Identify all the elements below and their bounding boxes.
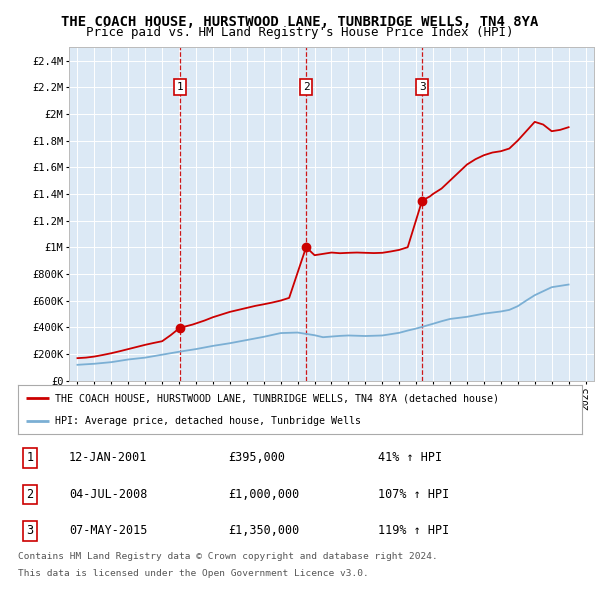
Text: 2: 2: [26, 488, 34, 501]
Text: 107% ↑ HPI: 107% ↑ HPI: [378, 488, 449, 501]
Text: 1: 1: [176, 82, 183, 92]
Text: £1,000,000: £1,000,000: [228, 488, 299, 501]
Text: 2: 2: [303, 82, 310, 92]
Text: 3: 3: [26, 525, 34, 537]
Text: £395,000: £395,000: [228, 451, 285, 464]
Text: This data is licensed under the Open Government Licence v3.0.: This data is licensed under the Open Gov…: [18, 569, 369, 578]
Text: THE COACH HOUSE, HURSTWOOD LANE, TUNBRIDGE WELLS, TN4 8YA (detached house): THE COACH HOUSE, HURSTWOOD LANE, TUNBRID…: [55, 394, 499, 404]
Text: Contains HM Land Registry data © Crown copyright and database right 2024.: Contains HM Land Registry data © Crown c…: [18, 552, 438, 561]
Text: HPI: Average price, detached house, Tunbridge Wells: HPI: Average price, detached house, Tunb…: [55, 415, 361, 425]
Text: 119% ↑ HPI: 119% ↑ HPI: [378, 525, 449, 537]
Text: 04-JUL-2008: 04-JUL-2008: [69, 488, 148, 501]
Text: 12-JAN-2001: 12-JAN-2001: [69, 451, 148, 464]
Text: 07-MAY-2015: 07-MAY-2015: [69, 525, 148, 537]
Text: Price paid vs. HM Land Registry's House Price Index (HPI): Price paid vs. HM Land Registry's House …: [86, 26, 514, 39]
Text: 41% ↑ HPI: 41% ↑ HPI: [378, 451, 442, 464]
Text: 3: 3: [419, 82, 425, 92]
Text: £1,350,000: £1,350,000: [228, 525, 299, 537]
Text: 1: 1: [26, 451, 34, 464]
Text: THE COACH HOUSE, HURSTWOOD LANE, TUNBRIDGE WELLS, TN4 8YA: THE COACH HOUSE, HURSTWOOD LANE, TUNBRID…: [61, 15, 539, 29]
